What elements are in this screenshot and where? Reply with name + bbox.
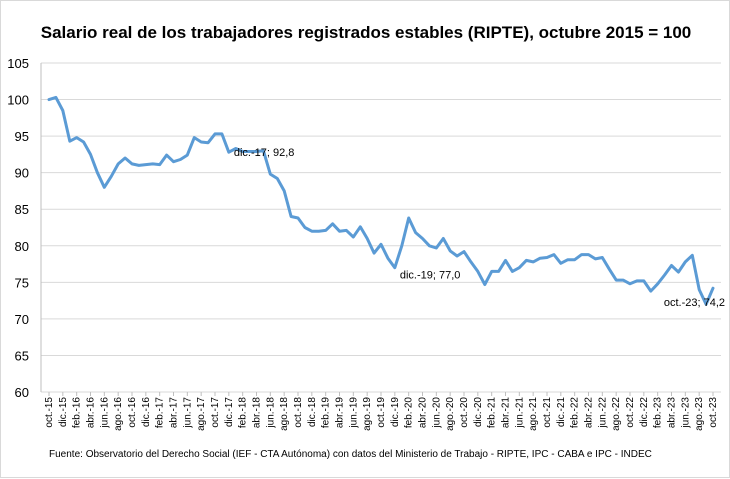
x-tick-label: ago.-19 [362, 397, 373, 431]
x-tick-label: feb.-20 [404, 397, 415, 429]
x-tick-label: jun.-21 [514, 397, 525, 429]
x-tick-label: jun.-22 [597, 397, 608, 429]
y-tick-label: 90 [15, 166, 29, 181]
x-tick-label: abr.-17 [169, 397, 180, 429]
y-tick-label: 65 [15, 348, 29, 363]
x-tick-label: abr.-22 [584, 397, 595, 429]
x-tick-label: ago.-21 [528, 397, 539, 431]
x-tick-label: oct.-17 [210, 397, 221, 428]
y-tick-label: 80 [15, 239, 29, 254]
x-tick-label: oct.-21 [542, 397, 553, 428]
x-tick-label: feb.-16 [72, 397, 83, 429]
source-note: Fuente: Observatorio del Derecho Social … [49, 449, 652, 460]
x-tick-label: abr.-23 [667, 397, 678, 429]
x-tick-label: oct.-20 [459, 397, 470, 428]
x-tick-label: jun.-18 [265, 397, 276, 429]
x-tick-label: ago.-18 [279, 397, 290, 431]
y-tick-label: 95 [15, 129, 29, 144]
x-tick-label: oct.-23 [708, 397, 719, 428]
y-tick-label: 75 [15, 275, 29, 290]
x-tick-label: oct.-22 [625, 397, 636, 428]
x-tick-label: ago.-20 [445, 397, 456, 431]
x-tick-label: dic.-18 [307, 397, 318, 427]
x-tick-label: jun.-19 [348, 397, 359, 429]
x-tick-label: jun.-16 [99, 397, 110, 429]
x-tick-label: ago.-16 [113, 397, 124, 431]
x-tick-label: oct.-16 [127, 397, 138, 428]
y-tick-label: 70 [15, 312, 29, 327]
x-tick-label: ago.-17 [196, 397, 207, 431]
x-tick-label: oct.-19 [376, 397, 387, 428]
data-label: oct.-23; 74,2 [664, 297, 725, 309]
x-tick-label: dic.-20 [473, 397, 484, 427]
x-tick-label: dic.-22 [639, 397, 650, 427]
x-tick-label: feb.-18 [238, 397, 249, 429]
x-tick-label: dic.-19 [390, 397, 401, 427]
x-tick-label: abr.-20 [418, 397, 429, 429]
x-tick-label: dic.-17 [224, 397, 235, 427]
y-tick-label: 105 [7, 56, 29, 71]
x-tick-label: jun.-23 [680, 397, 691, 429]
x-tick-label: ago.-23 [694, 397, 705, 431]
x-tick-label: feb.-17 [155, 397, 166, 429]
chart-title: Salario real de los trabajadores registr… [40, 23, 692, 42]
x-tick-label: abr.-18 [252, 397, 263, 429]
x-tick-label: dic.-16 [141, 397, 152, 427]
x-tick-label: jun.-20 [431, 397, 442, 429]
x-tick-label: dic.-15 [58, 397, 69, 427]
data-label: dic.-17; 92,8 [234, 147, 295, 159]
series-line [47, 95, 715, 306]
data-label: dic.-19; 77,0 [400, 270, 461, 282]
x-tick-label: feb.-22 [570, 397, 581, 429]
x-tick-label: abr.-16 [86, 397, 97, 429]
x-tick-label: feb.-21 [487, 397, 498, 429]
y-tick-label: 60 [15, 385, 29, 400]
x-tick-label: feb.-19 [321, 397, 332, 429]
x-tick-label: jun.-17 [182, 397, 193, 429]
x-tick-label: dic.-21 [556, 397, 567, 427]
x-tick-label: abr.-21 [501, 397, 512, 429]
y-tick-label: 100 [7, 93, 29, 108]
x-tick-label: abr.-19 [335, 397, 346, 429]
x-tick-label: oct.-15 [44, 397, 55, 428]
y-tick-label: 85 [15, 202, 29, 217]
x-tick-label: oct.-18 [293, 397, 304, 428]
x-tick-label: feb.-23 [653, 397, 664, 429]
x-tick-label: ago.-22 [611, 397, 622, 431]
